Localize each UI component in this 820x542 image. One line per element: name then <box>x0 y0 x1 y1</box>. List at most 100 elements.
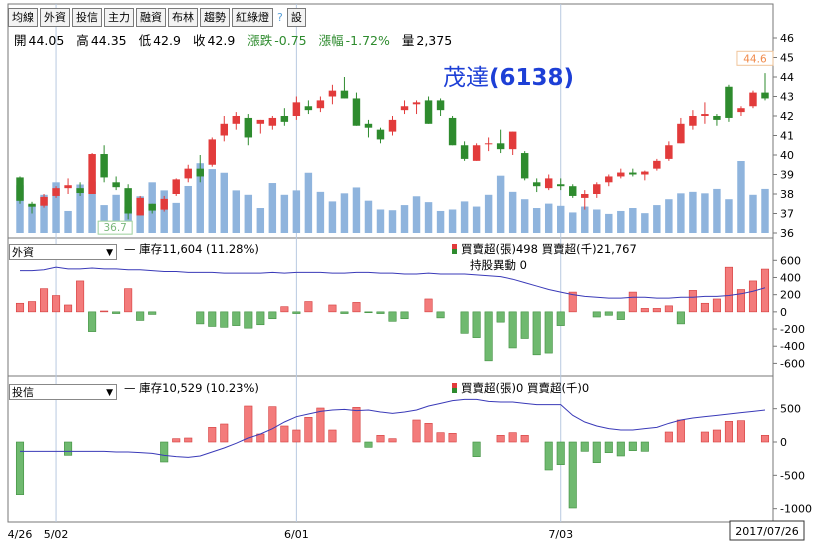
panel2-indicator-select[interactable]: 外資 ▼ <box>9 244 117 260</box>
foreign-bar <box>352 302 361 313</box>
foreign-bar <box>724 266 733 313</box>
volume-bar <box>160 190 168 233</box>
panel2-holding: — 庫存11,604 (11.28%) <box>124 241 259 257</box>
trust-bar <box>424 423 433 443</box>
trust-bar <box>640 441 649 452</box>
foreign-bar <box>664 305 673 313</box>
volume-bar <box>172 202 180 233</box>
foreign-bar <box>640 308 649 313</box>
foreign-investors-button[interactable]: 外資 <box>40 7 70 27</box>
main-force-button[interactable]: 主力 <box>104 7 134 27</box>
volume-bar <box>520 199 529 233</box>
candle-body <box>292 102 301 116</box>
volume-bar <box>328 201 337 233</box>
help-icon[interactable]: ? <box>277 10 283 24</box>
foreign-bar <box>100 310 109 313</box>
change-value: -0.75 <box>274 33 307 48</box>
foreign-bar <box>652 308 661 313</box>
trust-bar <box>376 435 385 443</box>
foreign-bar <box>112 311 121 314</box>
candle-body <box>328 90 337 97</box>
foreign-bar <box>496 311 505 323</box>
investment-trust-button[interactable]: 投信 <box>72 7 102 27</box>
bollinger-button[interactable]: 布林 <box>168 7 198 27</box>
candle-body <box>28 203 36 207</box>
candle-body <box>40 196 48 206</box>
price-tick-label: 40 <box>780 149 794 162</box>
trust-bar <box>472 441 481 457</box>
candle-body <box>725 86 733 118</box>
candle-body <box>617 172 625 177</box>
foreign-bar <box>604 311 613 316</box>
volume-bar <box>292 190 301 233</box>
foreign-bar <box>244 311 253 329</box>
foreign-bar <box>508 311 517 349</box>
trust-bar <box>676 419 685 443</box>
candle-body <box>653 160 661 169</box>
trust-bar <box>364 441 373 448</box>
foreign-bar <box>220 311 229 328</box>
candle-body <box>484 143 493 145</box>
candle-body <box>136 197 144 216</box>
traffic-light-button[interactable]: 紅綠燈 <box>232 7 273 27</box>
chevron-down-icon: ▼ <box>106 388 113 398</box>
foreign-bar <box>364 311 373 314</box>
ma-button[interactable]: 均線 <box>8 7 38 27</box>
candle-body <box>100 154 108 178</box>
trend-button[interactable]: 趨勢 <box>200 7 230 27</box>
foreign-tick-label: 400 <box>780 271 801 284</box>
foreign-bar <box>136 311 145 321</box>
price-tick-label: 41 <box>780 130 794 143</box>
candle-body <box>88 154 96 194</box>
x-tick-label: 7/03 <box>548 528 573 541</box>
foreign-bar <box>592 311 601 318</box>
volume-bar <box>544 203 553 233</box>
foreign-bar <box>424 298 433 313</box>
foreign-bar <box>712 298 721 313</box>
candle-body <box>76 188 84 194</box>
panel3-holding: — 庫存10,529 (10.23%) <box>124 380 259 396</box>
trust-bar <box>352 407 361 443</box>
foreign-bar <box>436 311 445 319</box>
volume-bar <box>749 194 757 233</box>
candle-body <box>304 106 313 111</box>
candle-body <box>352 98 361 126</box>
volume-bar <box>208 169 216 233</box>
volume-bar <box>496 175 505 233</box>
candle-body <box>761 92 769 99</box>
candle-body <box>737 108 745 113</box>
volume-bar <box>629 208 637 233</box>
low-label: 低 <box>138 33 152 48</box>
candle-body <box>124 188 132 214</box>
volume-bar <box>641 213 649 233</box>
foreign-tick-label: 0 <box>780 306 787 319</box>
pct-label: 漲幅 <box>318 33 344 48</box>
trust-bar <box>172 438 181 443</box>
candle-body <box>232 116 241 124</box>
price-tick-label: 39 <box>780 169 794 182</box>
chart-toolbar: 均線 外資 投信 主力 融資 布林 趨勢 紅綠燈 ? 設 <box>8 7 306 27</box>
candle-body <box>701 114 709 116</box>
volume-bar <box>268 183 277 233</box>
candle-body <box>16 177 24 201</box>
panel2-change: 持股異動 0 <box>470 258 527 272</box>
trust-bar <box>316 407 325 443</box>
panel2-select-value: 外資 <box>12 246 34 259</box>
foreign-bar <box>700 302 709 313</box>
volume-bar <box>400 205 409 233</box>
margin-button[interactable]: 融資 <box>136 7 166 27</box>
panel2-holding-text: 庫存11,604 (11.28%) <box>139 242 259 256</box>
stock-name: 茂達 <box>443 65 489 91</box>
volume-bar <box>196 163 204 233</box>
settings-button[interactable]: 設 <box>286 7 306 27</box>
candle-body <box>196 168 204 177</box>
volume-bar <box>184 185 192 233</box>
volume-bar <box>605 213 613 233</box>
volume-bar <box>40 194 48 233</box>
foreign-bar <box>460 311 469 334</box>
panel3-indicator-select[interactable]: 投信 ▼ <box>9 384 117 400</box>
trust-bar <box>556 441 565 465</box>
candle-body <box>376 129 385 140</box>
volume-bar <box>436 210 445 233</box>
volume-bar <box>412 196 421 233</box>
